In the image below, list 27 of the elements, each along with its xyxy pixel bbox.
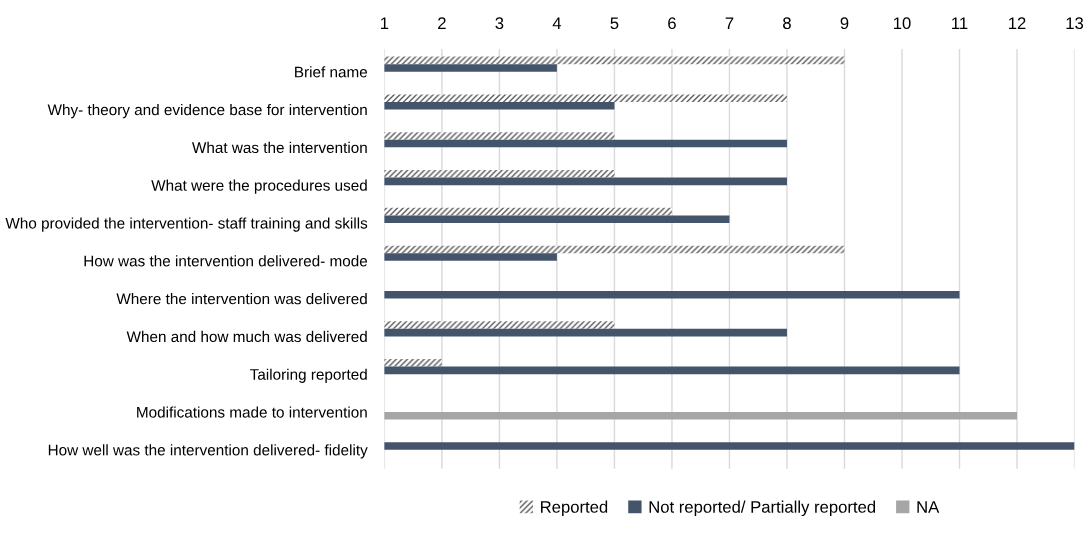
x-tick-label: 7 bbox=[725, 17, 734, 29]
x-tick-label: 13 bbox=[1066, 17, 1084, 30]
x-tick-label: 8 bbox=[783, 17, 791, 30]
x-tick-label: 9 bbox=[840, 17, 849, 30]
y-tick-label: How well was the intervention delivered- fidelity bbox=[48, 444, 368, 459]
x-tick-label: 11 bbox=[952, 17, 968, 29]
y-tick-label: When and how much was delivered bbox=[126, 330, 367, 343]
y-tick-label: What were the procedures used bbox=[151, 179, 367, 194]
x-tick-label: 1 bbox=[381, 17, 389, 29]
x-tick-label: 4 bbox=[552, 17, 562, 29]
legend-label: NA bbox=[917, 501, 940, 513]
y-tick-label: How was the intervention delivered- mode bbox=[84, 255, 368, 267]
x-tick-label: 2 bbox=[438, 17, 446, 29]
y-tick-label: Who provided the intervention- staff training and skills bbox=[5, 217, 368, 232]
y-tick-label: Where the intervention was delivered bbox=[116, 293, 367, 305]
y-tick-label: Why- theory and evidence base for intervention bbox=[47, 104, 367, 119]
x-tick-label: 6 bbox=[668, 17, 676, 30]
y-tick-label: What was the intervention bbox=[192, 141, 367, 154]
legend-label: Reported bbox=[541, 500, 608, 517]
x-tick-label: 10 bbox=[893, 17, 911, 30]
y-tick-label: Brief name bbox=[295, 66, 368, 78]
x-tick-label: 12 bbox=[1009, 17, 1026, 29]
legend-label: Not reported/ Partially reported bbox=[649, 500, 876, 517]
x-tick-label: 3 bbox=[495, 17, 504, 30]
x-tick-label: 5 bbox=[610, 17, 619, 30]
y-tick-label: Modifications made to intervention bbox=[137, 406, 367, 418]
y-tick-label: Tailoring reported bbox=[250, 368, 367, 383]
